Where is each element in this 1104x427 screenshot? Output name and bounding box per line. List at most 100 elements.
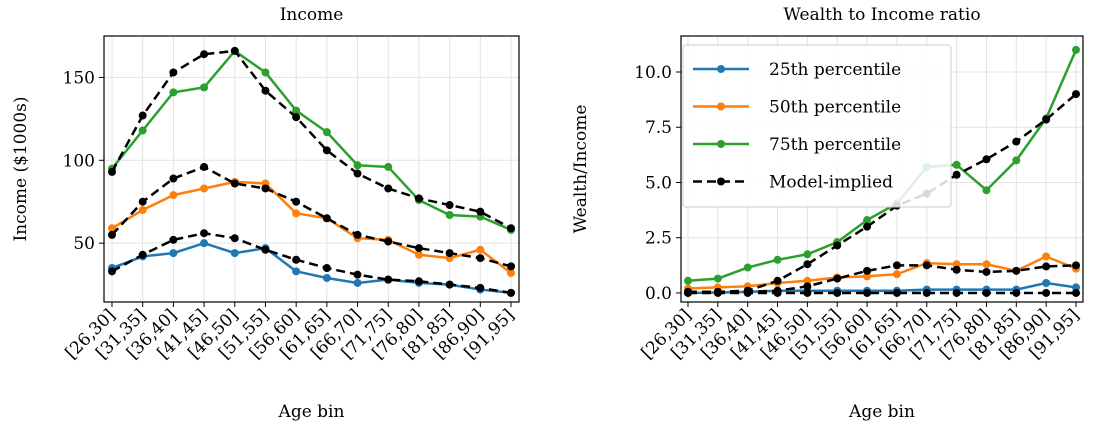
model-line-marker — [169, 68, 178, 77]
series-line-marker — [1042, 279, 1051, 287]
model-line-marker — [414, 194, 423, 203]
chart-title: Income — [280, 5, 344, 25]
series-line-marker — [292, 209, 301, 218]
model-line-marker — [773, 286, 782, 295]
series-line-marker — [982, 260, 991, 269]
model-line-marker — [138, 250, 147, 259]
model-line-marker — [230, 46, 239, 55]
series-line-marker — [892, 270, 901, 279]
y-tick-label: 100 — [63, 151, 95, 171]
model-line-marker — [952, 170, 961, 179]
model-line — [688, 264, 1077, 294]
model-line-marker — [982, 267, 991, 276]
model-line-marker — [169, 235, 178, 244]
model-line-marker — [1042, 262, 1051, 271]
series-line-marker — [1042, 252, 1051, 261]
model-line-marker — [476, 254, 485, 263]
model-line-marker — [353, 230, 362, 239]
model-line-marker — [863, 288, 872, 297]
model-line-marker — [922, 288, 931, 297]
legend-label: 75th percentile — [769, 135, 901, 155]
series-line — [687, 255, 1077, 290]
series-line — [111, 241, 512, 295]
series-line-marker — [322, 273, 331, 282]
model-line-marker — [833, 288, 842, 297]
series-line-marker — [169, 249, 178, 258]
model-line-marker — [982, 155, 991, 164]
series-line-marker — [476, 245, 485, 254]
series-line-marker — [863, 216, 872, 225]
legend-marker — [717, 177, 725, 186]
model-line-marker — [108, 167, 116, 176]
model-line-marker — [803, 260, 812, 269]
series-line-marker — [507, 268, 515, 277]
model-line-marker — [713, 287, 722, 296]
y-tick-label: 7.5 — [645, 118, 672, 138]
y-tick-label: 10.0 — [634, 63, 672, 83]
model-line-marker — [982, 288, 991, 297]
series-line-marker — [138, 206, 147, 215]
model-line-marker — [1072, 90, 1080, 99]
legend-box — [682, 44, 952, 208]
model-line-marker — [803, 288, 812, 297]
model-line-marker — [507, 288, 515, 297]
plot-frame — [680, 35, 1084, 303]
model-line-marker — [200, 50, 209, 59]
series-line-marker — [230, 249, 239, 258]
series-line-marker — [1072, 45, 1080, 54]
series-line-marker — [952, 260, 961, 269]
model-line-marker — [108, 267, 116, 276]
series-line-marker — [200, 239, 209, 248]
model-line-marker — [833, 241, 842, 250]
legend-label: 25th percentile — [769, 60, 901, 80]
model-line-marker — [863, 222, 872, 231]
model-line-marker — [684, 287, 692, 296]
model-line — [688, 93, 1077, 294]
series-line-marker — [200, 184, 209, 193]
plot-frame — [103, 35, 520, 303]
model-line-marker — [863, 266, 872, 275]
model-line-marker — [322, 214, 331, 223]
model-line-marker — [445, 280, 454, 289]
model-line — [111, 165, 512, 268]
series-line-marker — [138, 126, 147, 135]
series-line — [687, 49, 1078, 283]
model-line-marker — [507, 224, 515, 233]
x-axis-label: Age bin — [848, 402, 915, 422]
model-line-marker — [507, 262, 515, 271]
series-line-marker — [803, 250, 812, 259]
series-line-marker — [169, 88, 178, 97]
model-line-marker — [445, 249, 454, 258]
series-line-marker — [292, 267, 301, 276]
model-line-marker — [200, 229, 209, 238]
series-line — [111, 49, 512, 232]
model-line-marker — [1012, 137, 1021, 146]
y-tick-label: 5.0 — [645, 173, 672, 193]
series-line-marker — [261, 68, 270, 77]
model-line-marker — [261, 245, 270, 254]
model-line-marker — [803, 282, 812, 291]
model-line-marker — [892, 261, 901, 270]
model-line-marker — [833, 274, 842, 283]
series-line-marker — [803, 276, 812, 285]
model-line-marker — [743, 286, 752, 295]
model-line-marker — [476, 207, 485, 216]
model-line-marker — [169, 174, 178, 183]
model-line-marker — [476, 283, 485, 292]
model-line-marker — [952, 265, 961, 274]
model-line-marker — [138, 197, 147, 206]
model-line — [111, 231, 512, 295]
chart-title: Wealth to Income ratio — [783, 5, 980, 25]
model-line-marker — [261, 184, 270, 193]
y-axis-label: Income ($1000s) — [11, 96, 31, 241]
series-line-marker — [200, 83, 209, 92]
model-line-marker — [353, 270, 362, 279]
series-line-marker — [384, 162, 393, 171]
series-line-marker — [353, 278, 362, 287]
series-line-marker — [445, 210, 454, 219]
model-line-marker — [230, 179, 239, 188]
model-line-marker — [445, 201, 454, 210]
series-line-marker — [952, 160, 961, 169]
model-line — [110, 49, 512, 230]
y-tick-label: 50 — [73, 234, 95, 254]
